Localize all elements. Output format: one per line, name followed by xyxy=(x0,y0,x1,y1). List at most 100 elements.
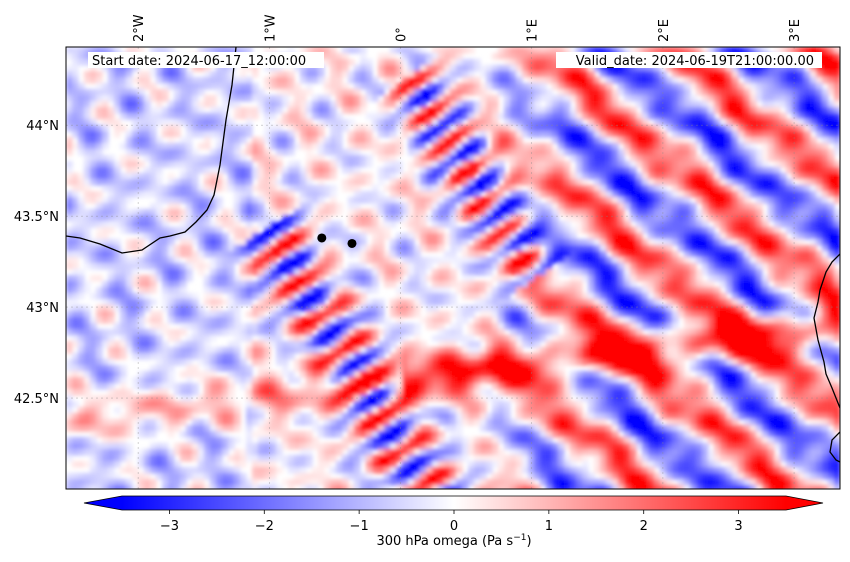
field-cell xyxy=(246,233,253,240)
field-cell xyxy=(180,161,187,168)
field-cell xyxy=(630,137,637,144)
field-cell xyxy=(66,65,73,72)
field-cell xyxy=(270,185,277,192)
field-cell xyxy=(528,173,535,180)
field-cell xyxy=(444,299,451,306)
field-cell xyxy=(336,113,343,120)
field-cell xyxy=(246,119,253,126)
field-cell xyxy=(210,191,217,198)
field-cell xyxy=(762,239,769,246)
field-cell xyxy=(660,107,667,114)
field-cell xyxy=(504,119,511,126)
field-cell xyxy=(156,101,163,108)
field-cell xyxy=(348,155,355,162)
field-cell xyxy=(300,119,307,126)
field-cell xyxy=(582,209,589,216)
field-cell xyxy=(648,221,655,228)
field-cell xyxy=(786,245,793,252)
field-cell xyxy=(90,119,97,126)
field-cell xyxy=(414,101,421,108)
field-cell xyxy=(426,233,433,240)
field-cell xyxy=(594,293,601,300)
field-cell xyxy=(66,257,73,264)
field-cell xyxy=(540,83,547,90)
field-cell xyxy=(480,143,487,150)
field-cell xyxy=(390,143,397,150)
field-cell xyxy=(462,47,469,54)
field-cell xyxy=(438,257,445,264)
field-cell xyxy=(222,77,229,84)
field-cell xyxy=(768,257,775,264)
field-cell xyxy=(600,137,607,144)
field-cell xyxy=(426,149,433,156)
field-cell xyxy=(720,179,727,186)
field-cell xyxy=(306,227,313,234)
field-cell xyxy=(180,191,187,198)
field-cell xyxy=(204,185,211,192)
field-cell xyxy=(468,179,475,186)
field-cell xyxy=(642,227,649,234)
field-cell xyxy=(132,155,139,162)
field-cell xyxy=(378,125,385,132)
field-cell xyxy=(648,227,655,234)
field-cell xyxy=(732,179,739,186)
field-cell xyxy=(726,65,733,72)
field-cell xyxy=(96,233,103,240)
field-cell xyxy=(84,47,91,54)
field-cell xyxy=(756,77,763,84)
field-cell xyxy=(636,65,643,72)
field-cell xyxy=(702,251,709,258)
field-cell xyxy=(564,263,571,270)
field-cell xyxy=(624,197,631,204)
field-cell xyxy=(558,71,565,78)
field-cell xyxy=(378,155,385,162)
field-cell xyxy=(546,185,553,192)
field-cell xyxy=(738,191,745,198)
field-cell xyxy=(276,203,283,210)
field-cell xyxy=(648,185,655,192)
field-cell xyxy=(174,299,181,306)
field-cell xyxy=(126,77,133,84)
field-cell xyxy=(480,137,487,144)
field-cell xyxy=(288,143,295,150)
field-cell xyxy=(264,275,271,282)
field-cell xyxy=(606,227,613,234)
field-cell xyxy=(522,143,529,150)
field-cell xyxy=(714,179,721,186)
field-cell xyxy=(684,107,691,114)
field-cell xyxy=(804,83,811,90)
field-cell xyxy=(354,125,361,132)
field-cell xyxy=(612,125,619,132)
field-cell xyxy=(438,125,445,132)
field-cell xyxy=(786,227,793,234)
field-cell xyxy=(792,65,799,72)
field-cell xyxy=(696,107,703,114)
field-cell xyxy=(714,155,721,162)
field-cell xyxy=(330,113,337,120)
field-cell xyxy=(102,203,109,210)
field-cell xyxy=(96,77,103,84)
field-cell xyxy=(444,65,451,72)
field-cell xyxy=(150,287,157,294)
field-cell xyxy=(198,269,205,276)
field-cell xyxy=(330,197,337,204)
field-cell xyxy=(384,197,391,204)
field-cell xyxy=(606,203,613,210)
field-cell xyxy=(486,161,493,168)
field-cell xyxy=(804,233,811,240)
field-cell xyxy=(168,125,175,132)
field-cell xyxy=(498,185,505,192)
field-cell xyxy=(456,161,463,168)
field-cell xyxy=(822,209,829,216)
field-cell xyxy=(696,113,703,120)
field-cell xyxy=(528,257,535,264)
field-cell xyxy=(606,173,613,180)
field-cell xyxy=(186,149,193,156)
field-cell xyxy=(546,299,553,306)
field-cell xyxy=(270,191,277,198)
field-cell xyxy=(834,185,840,192)
field-cell xyxy=(450,107,457,114)
field-cell xyxy=(420,269,427,276)
field-cell xyxy=(732,239,739,246)
field-cell xyxy=(780,233,787,240)
